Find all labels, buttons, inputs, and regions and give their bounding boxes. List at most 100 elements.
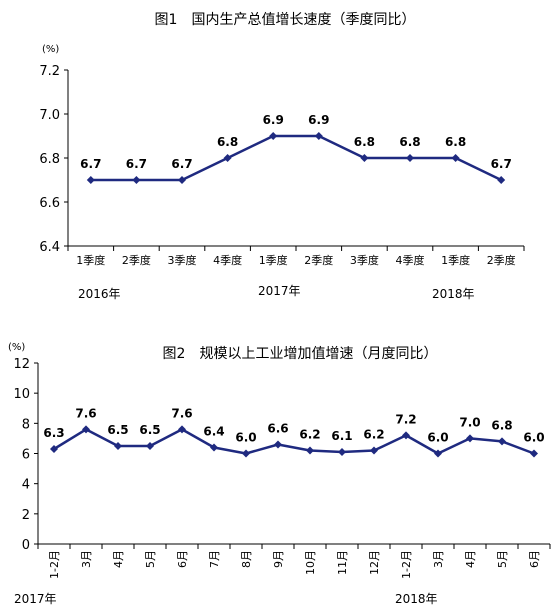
chart2-x-tick-label: 7月 [208, 550, 221, 568]
chart1-y-tick-label: 6.4 [39, 240, 60, 255]
gdp-growth-chart-svg: 图1 国内生产总值增长速度（季度同比） (%) 6.4 6.6 6.8 7.0 7.2 1… [39, 12, 525, 301]
chart2-data-label: 6.4 [203, 424, 224, 438]
chart1-series-line [90, 134, 502, 182]
chart2-y-tick-label: 6 [22, 448, 30, 463]
chart1-y-tick-label: 7.2 [39, 64, 60, 79]
chart2-x-tick-label: 11月 [336, 550, 349, 575]
chart1-year-label: 2017年 [258, 284, 301, 298]
chart1-y-tick-label: 6.8 [39, 152, 60, 167]
chart2-data-point [274, 440, 282, 449]
chart2-data-label: 6.5 [107, 423, 128, 437]
chart2-y-unit: (%) [8, 342, 25, 353]
chart2-data-point [466, 434, 474, 443]
chart1-data-point [178, 176, 186, 184]
chart2-y-tick-label: 4 [22, 478, 30, 493]
chart2-data-point [530, 449, 538, 458]
chart1-data-label: 6.9 [263, 113, 284, 127]
chart2-x-tick-label: 10月 [304, 550, 317, 575]
chart2-data-point [498, 437, 506, 446]
chart2-data-point [370, 446, 378, 455]
chart2-year-label: 2017年 [14, 592, 57, 606]
chart2-year-label: 2018年 [395, 592, 438, 606]
chart1-data-point [269, 132, 278, 140]
chart1-data-label: 6.7 [491, 157, 512, 171]
chart2-x-tick-label: 4月 [464, 550, 477, 568]
chart2-data-point [306, 446, 314, 455]
chart1-data-label: 6.7 [171, 157, 192, 171]
chart1-year-label: 2018年 [432, 287, 475, 301]
chart2-y-tick-label: 10 [13, 387, 30, 402]
chart2-data-label: 6.0 [523, 431, 544, 445]
chart2-data-point [50, 444, 58, 453]
chart2-data-label: 7.0 [459, 415, 480, 429]
chart1-data-point [223, 154, 232, 162]
chart2-y-tick-label: 12 [13, 357, 30, 372]
chart2-y-tick-label: 0 [22, 538, 30, 553]
chart1-year-label: 2016年 [78, 287, 121, 301]
chart2-x-tick-label: 3月 [80, 550, 93, 568]
industrial-growth-chart-svg: 图2 规模以上工业增加值增速（月度同比） (%) 0 2 4 6 8 10 12 1-2月 3月… [8, 342, 551, 606]
chart1-data-label: 6.9 [308, 113, 329, 127]
chart2-title: 图2 规模以上工业增加值增速（月度同比） [163, 346, 438, 362]
chart2-x-tick-label: 1-2月 [48, 550, 61, 579]
gdp-growth-chart: 图1 国内生产总值增长速度（季度同比） (%) 6.4 6.6 6.8 7.0 7.2 1… [39, 12, 525, 301]
chart2-data-label: 6.8 [491, 418, 512, 432]
chart2-x-tick-label: 12月 [368, 550, 381, 575]
chart1-x-tick-label: 1季度 [76, 253, 105, 267]
chart1-y-unit: (%) [42, 44, 59, 55]
chart2-series-line [53, 428, 535, 455]
chart2-data-label: 6.2 [299, 427, 320, 441]
chart1-data-point [406, 154, 414, 162]
chart2-x-tick-label: 1-2月 [400, 550, 413, 579]
chart2-data-point [242, 449, 250, 458]
chart2-data-point [210, 443, 218, 452]
chart2-x-tick-label: 6月 [528, 550, 541, 568]
chart1-data-label: 6.8 [399, 135, 420, 149]
chart1-title: 图1 国内生产总值增长速度（季度同比） [155, 12, 416, 28]
chart2-data-point [178, 425, 186, 434]
chart2-data-point [434, 449, 442, 458]
chart2-x-tick-label: 9月 [272, 550, 285, 568]
chart2-data-point [114, 441, 122, 450]
chart2-y-tick-label: 8 [22, 417, 30, 432]
chart2-data-label: 7.6 [171, 406, 192, 420]
chart2-data-label: 6.0 [235, 431, 256, 445]
chart1-x-tick-label: 4季度 [213, 253, 242, 267]
chart1-y-tick-label: 7.0 [39, 108, 60, 123]
chart2-data-label: 6.1 [331, 429, 352, 443]
chart1-x-tick-label: 1季度 [259, 253, 288, 267]
chart1-x-tick-label: 2季度 [304, 253, 333, 267]
chart1-data-point [451, 154, 460, 162]
chart2-x-tick-label: 8月 [240, 550, 253, 568]
chart1-data-point [314, 132, 323, 140]
chart2-data-point [402, 431, 410, 440]
chart2-data-label: 7.2 [395, 412, 416, 426]
chart1-data-point [86, 176, 95, 184]
chart2-x-tick-label: 3月 [432, 550, 445, 568]
chart1-x-tick-label: 4季度 [396, 253, 425, 267]
chart1-y-tick-label: 6.6 [39, 196, 60, 211]
industrial-growth-chart: 图2 规模以上工业增加值增速（月度同比） (%) 0 2 4 6 8 10 12 1-2月 3月… [0, 330, 557, 610]
chart1-x-tick-label: 1季度 [441, 253, 470, 267]
chart2-data-point [82, 425, 90, 434]
chart1-data-label: 6.8 [354, 135, 375, 149]
chart1-x-tick-label: 3季度 [350, 253, 379, 267]
chart2-x-tick-label: 5月 [144, 550, 157, 568]
chart2-x-tick-label: 6月 [176, 550, 189, 568]
chart2-data-label: 6.5 [139, 423, 160, 437]
chart2-data-label: 6.0 [427, 431, 448, 445]
chart1-data-label: 6.7 [80, 157, 101, 171]
chart1-data-label: 6.8 [217, 135, 238, 149]
chart1-data-point [360, 154, 369, 162]
chart2-data-label: 6.3 [43, 426, 64, 440]
chart2-data-label: 6.2 [363, 427, 384, 441]
chart2-data-point [146, 441, 154, 450]
chart1-x-tick-label: 2季度 [487, 253, 516, 267]
chart2-data-label: 7.6 [75, 406, 96, 420]
chart1-data-point [132, 176, 141, 184]
chart1-data-label: 6.7 [126, 157, 147, 171]
chart1-data-point [497, 176, 506, 184]
chart2-x-tick-label: 4月 [112, 550, 125, 568]
chart2-data-label: 6.6 [267, 421, 288, 435]
chart2-data-point [338, 447, 346, 456]
